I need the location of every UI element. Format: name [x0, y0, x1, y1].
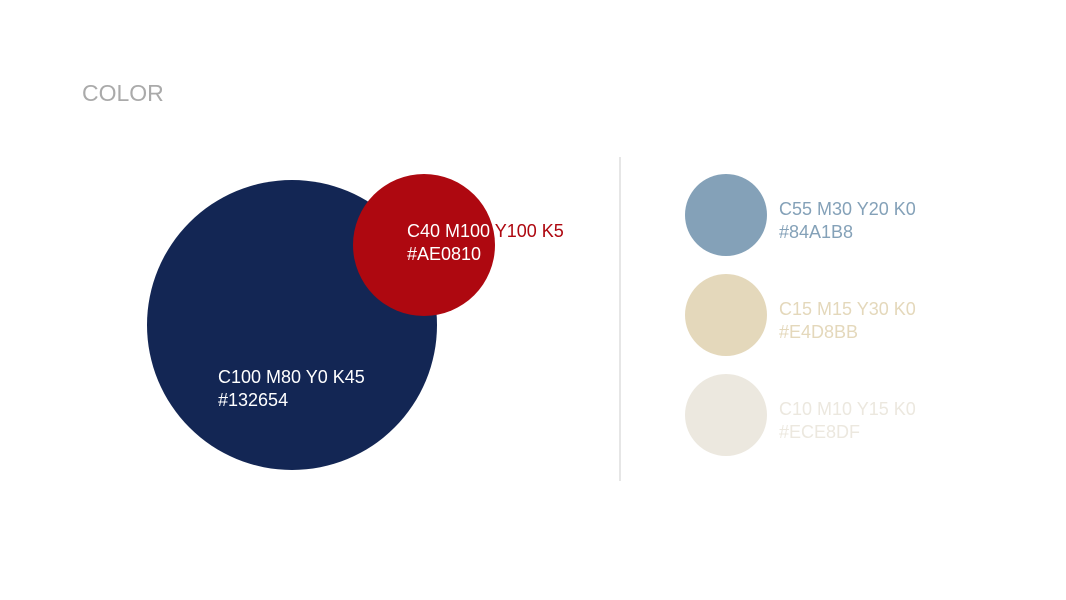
- swatch-secondary-3: [685, 374, 767, 456]
- page-title: COLOR: [82, 80, 164, 106]
- secondary-hex-label: #84A1B8: [779, 222, 853, 242]
- red-hex-label: #AE0810: [407, 244, 481, 264]
- red-cmyk-label: C40 M100 Y100 K5: [407, 221, 564, 241]
- swatch-secondary-1: [685, 174, 767, 256]
- secondary-swatches: C55 M30 Y20 K0 #84A1B8 C15 M15 Y30 K0 #E4D8…: [685, 174, 916, 456]
- navy-cmyk-label: C100 M80 Y0 K45: [218, 367, 365, 387]
- swatch-red: [353, 174, 495, 316]
- secondary-cmyk-label: C10 M10 Y15 K0: [779, 399, 916, 419]
- secondary-hex-label: #E4D8BB: [779, 322, 858, 342]
- secondary-hex-label: #ECE8DF: [779, 422, 860, 442]
- secondary-cmyk-label: C15 M15 Y30 K0: [779, 299, 916, 319]
- secondary-cmyk-label: C55 M30 Y20 K0: [779, 199, 916, 219]
- navy-hex-label: #132654: [218, 390, 288, 410]
- swatch-secondary-2: [685, 274, 767, 356]
